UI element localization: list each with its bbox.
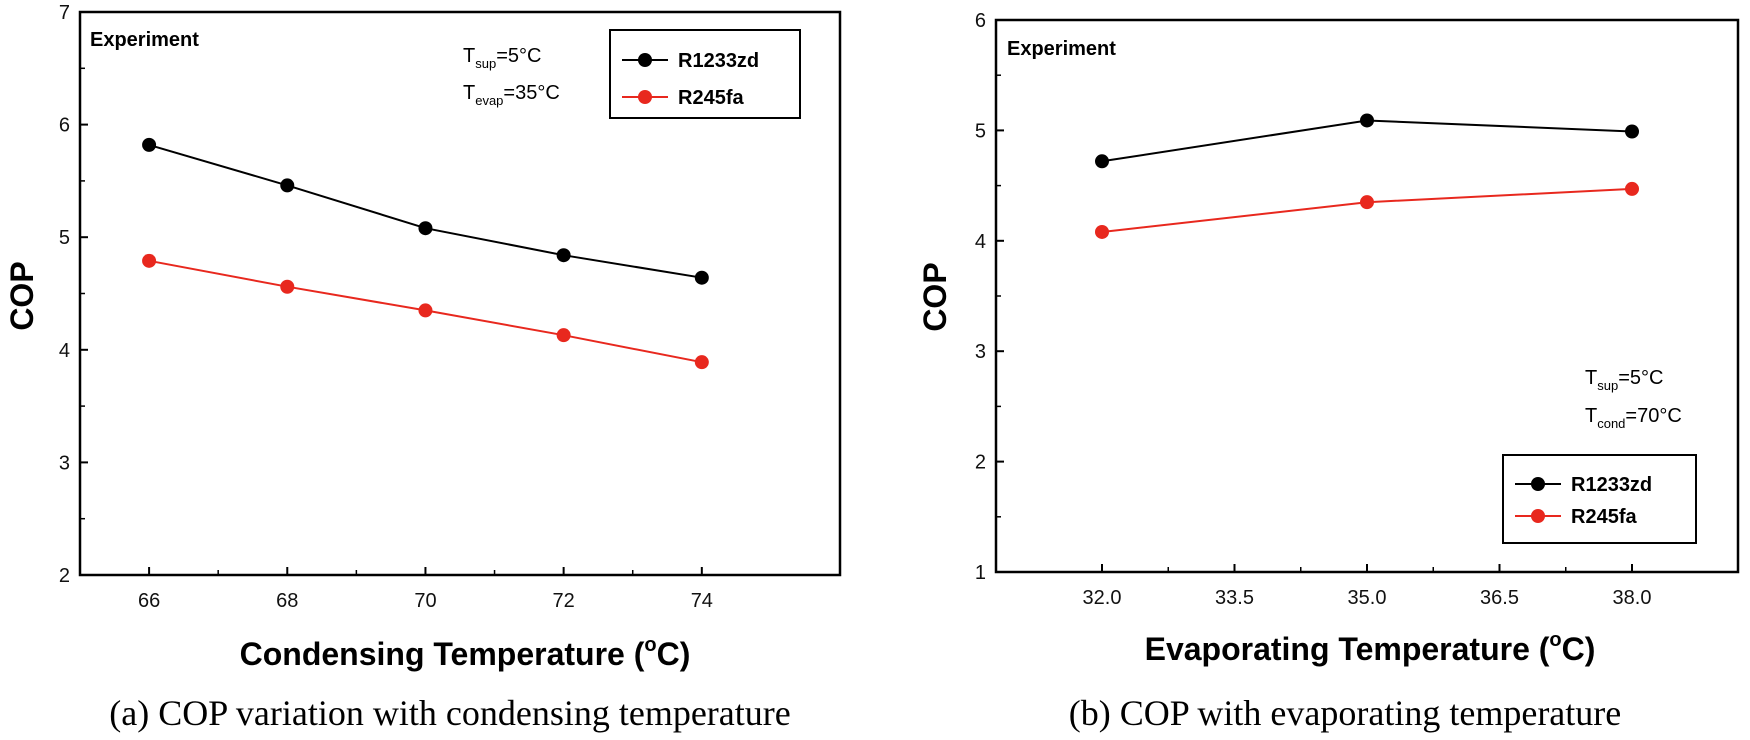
panel-b-point-r1233zd <box>1625 124 1639 139</box>
panel-a-point-r1233zd <box>142 137 157 152</box>
panel-a-caption: (a) COP variation with condensing temper… <box>109 693 790 733</box>
panel-a-y-tick-label: 2 <box>59 565 70 587</box>
panel-a-x-ticks: 66 68 70 72 74 <box>138 567 713 612</box>
panel-a-legend-label-r1233zd: R1233zd <box>678 50 759 72</box>
panel-b-legend-marker-r245fa <box>1531 509 1545 523</box>
panel-a-y-tick-label: 3 <box>59 452 70 474</box>
panel-a-point-r245fa <box>694 355 709 370</box>
panel-a-series-line-r1233zd <box>148 143 702 279</box>
panel-b-series <box>1095 113 1639 239</box>
panel-b-point-r245fa <box>1095 224 1109 239</box>
panel-a-x-tick-label: 70 <box>414 590 436 612</box>
panel-a-y-tick-label: 5 <box>59 227 70 249</box>
panel-b-legend: R1233zd R245fa <box>1502 454 1697 544</box>
panel-a-x-tick-label: 68 <box>276 590 298 612</box>
panel-b-x-tick-label: 32.0 <box>1083 587 1122 609</box>
panel-b-x-tick-label: 33.5 <box>1215 587 1254 609</box>
panel-b-caption: (b) COP with evaporating temperature <box>1069 693 1622 733</box>
panel-b-chart: 1 2 3 4 5 6 32.0 33.5 35.0 36.5 38.0 Experiment T… <box>917 10 1740 733</box>
panel-b-x-ticks: 32.0 33.5 35.0 36.5 38.0 <box>1083 564 1652 609</box>
panel-b-y-tick-label: 4 <box>975 231 986 253</box>
panel-b-x-axis-label: Evaporating Temperature (oC) <box>1145 629 1596 667</box>
panel-a-annotation: Experiment <box>90 29 199 51</box>
panel-b-y-tick-label: 5 <box>975 120 986 142</box>
panel-b-annotation: Experiment <box>1007 38 1116 60</box>
panel-b-point-r245fa <box>1625 181 1639 196</box>
panel-a-point-r1233zd <box>556 248 571 263</box>
panel-a-point-r245fa <box>280 279 295 294</box>
panel-b-point-r1233zd <box>1095 154 1109 169</box>
panel-a-x-tick-label: 66 <box>138 590 160 612</box>
panel-a-condition-1: Tsup=5°C <box>463 45 541 71</box>
panel-a-point-r245fa <box>418 303 433 318</box>
panel-a-point-r1233zd <box>418 221 433 236</box>
panel-a-point-r245fa <box>142 253 157 268</box>
panel-b-y-tick-label: 6 <box>975 10 986 32</box>
panel-a-legend-box <box>609 29 801 119</box>
panel-a-legend: R1233zd R245fa <box>609 29 801 119</box>
panel-a-x-tick-label: 72 <box>553 590 575 612</box>
panel-b-legend-marker-r1233zd <box>1531 477 1545 491</box>
panel-b-x-tick-label: 36.5 <box>1480 587 1519 609</box>
panel-b-y-tick-label: 1 <box>975 562 986 584</box>
panel-a-legend-label-r245fa: R245fa <box>678 87 744 109</box>
panel-a-chart: 2 3 4 5 6 7 66 68 70 72 74 Experiment Tsup=5°C Te… <box>4 2 842 733</box>
panel-a-y-tick-label: 4 <box>59 340 70 362</box>
panel-b-legend-label-r1233zd: R1233zd <box>1571 474 1652 496</box>
panel-a-legend-marker-r245fa <box>638 90 652 104</box>
panel-a-y-tick-label: 7 <box>59 2 70 24</box>
panel-a-point-r245fa <box>556 328 571 343</box>
panel-b-y-tick-label: 2 <box>975 452 986 474</box>
panel-a-condition-2: Tevap=35°C <box>463 82 560 108</box>
panel-a-y-tick-label: 6 <box>59 115 70 137</box>
panel-b-legend-label-r245fa: R245fa <box>1571 506 1637 528</box>
panel-b-condition-1: Tsup=5°C <box>1585 367 1663 393</box>
panel-b-point-r245fa <box>1360 195 1374 210</box>
panel-a-point-r1233zd <box>280 178 295 193</box>
panel-b-condition-2: Tcond=70°C <box>1585 405 1682 431</box>
panel-a-legend-marker-r1233zd <box>638 53 652 67</box>
panel-b-x-tick-label: 35.0 <box>1348 587 1387 609</box>
panel-b-legend-box <box>1502 454 1697 544</box>
panel-b-x-tick-label: 38.0 <box>1613 587 1652 609</box>
panel-a-point-r1233zd <box>694 270 709 285</box>
panel-b-y-tick-label: 3 <box>975 341 986 363</box>
panel-a-y-axis-label: COP <box>4 261 40 330</box>
panel-a-series <box>142 137 709 370</box>
panel-a-x-axis-label: Condensing Temperature (oC) <box>240 634 691 672</box>
panel-b-y-ticks: 1 2 3 4 5 6 <box>975 10 1004 584</box>
panel-a-x-tick-label: 74 <box>691 590 713 612</box>
panel-b-y-axis-label: COP <box>917 262 953 331</box>
panel-b-point-r1233zd <box>1360 113 1374 128</box>
panel-a-y-ticks: 2 3 4 5 6 7 <box>59 2 88 587</box>
